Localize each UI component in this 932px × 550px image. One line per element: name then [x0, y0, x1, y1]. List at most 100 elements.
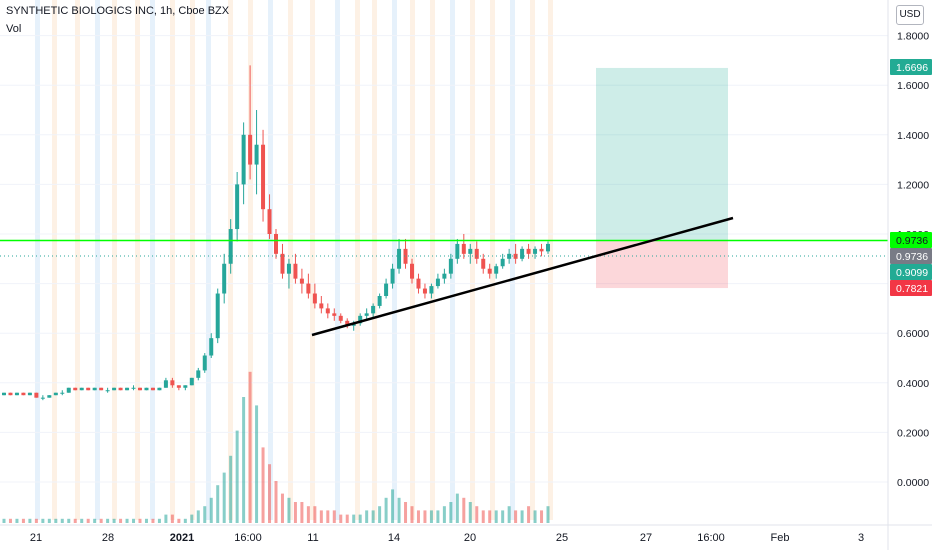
price-marker-label: 0.9099 [896, 267, 928, 279]
candle-body [157, 387, 162, 391]
candle-body [338, 315, 343, 321]
volume-bar [138, 518, 142, 523]
price-marker-tag [890, 248, 932, 264]
candle-body [513, 253, 518, 259]
candle-body [332, 313, 337, 316]
candle-body [86, 387, 91, 391]
volume-label: Vol [6, 23, 22, 35]
volume-bar [151, 518, 155, 523]
volume-bar [47, 518, 51, 523]
candle-body [319, 303, 324, 309]
candle-body [183, 385, 188, 388]
price-tick-label: 0.0000 [897, 477, 929, 489]
volume-bar [306, 506, 310, 523]
candle-body [34, 392, 39, 398]
candle-body [293, 263, 298, 279]
price-marker-tag [890, 59, 932, 75]
candle-body [500, 258, 505, 267]
candle-body [235, 184, 240, 230]
time-tick-label: 27 [640, 532, 652, 544]
candle-body [435, 278, 440, 287]
candle-body [461, 243, 466, 254]
volume-bar [527, 506, 531, 523]
candle-body [507, 253, 512, 259]
volume-bar [481, 510, 485, 523]
time-tick-label: 21 [30, 532, 42, 544]
session-band [206, 0, 211, 520]
volume-bar [177, 518, 181, 523]
volume-bar [533, 510, 537, 523]
candle-body [176, 385, 181, 388]
price-axis[interactable]: 1.80001.60001.40001.20001.00000.80000.60… [890, 31, 932, 489]
volume-bar [332, 510, 336, 523]
candle-body [73, 387, 78, 391]
volume-bar [15, 518, 19, 523]
candle-body [241, 134, 246, 185]
session-band [335, 0, 340, 520]
volume-bar [54, 518, 58, 523]
time-tick-label: 20 [464, 532, 476, 544]
candle-body [47, 395, 52, 398]
candle-body [125, 387, 130, 391]
candle-body [448, 258, 453, 274]
candle-body [468, 248, 473, 254]
volume-bar [520, 510, 524, 523]
session-band [75, 0, 80, 520]
candle-body [150, 387, 155, 391]
volume-bar [540, 510, 544, 523]
candle-body [526, 248, 531, 254]
session-band [392, 0, 397, 520]
session-band [310, 0, 315, 520]
time-tick-label: 11 [307, 532, 318, 544]
candle-body [364, 313, 369, 316]
candle-body [384, 283, 389, 296]
volume-bar [326, 510, 330, 523]
volume-bar [170, 514, 174, 523]
session-band [248, 0, 253, 520]
volume-bar [93, 518, 97, 523]
price-marker-tag [890, 232, 932, 248]
position-tool[interactable] [596, 67, 728, 289]
volume-bar [507, 506, 511, 523]
candle-body [99, 387, 104, 391]
candle-body [533, 248, 538, 254]
volume-bar [242, 397, 246, 523]
volume-bar [8, 518, 12, 523]
volume-bar [313, 506, 317, 523]
volume-bar [86, 518, 90, 523]
time-tick-label: Feb [771, 532, 790, 544]
candle-body [267, 209, 272, 234]
session-band [150, 0, 155, 520]
candle-body [202, 355, 207, 371]
candle-body [8, 392, 13, 396]
drawings[interactable] [0, 216, 888, 337]
price-marker-label: 0.7821 [896, 283, 928, 295]
candle-body [390, 268, 395, 284]
volume-bar [462, 497, 466, 523]
volume-bar [196, 510, 200, 523]
volume-bar [449, 502, 453, 523]
volume-bar [209, 497, 213, 523]
currency-button[interactable]: USD [896, 5, 924, 25]
price-tick-label: 1.6000 [897, 80, 929, 92]
candle-body [118, 387, 123, 391]
session-band [470, 0, 475, 520]
session-band [35, 0, 40, 520]
candle-body [539, 248, 544, 252]
volume-bar [378, 506, 382, 523]
price-marker-label: 0.9736 [896, 251, 928, 263]
candle-body [144, 387, 149, 391]
session-band [112, 0, 117, 520]
volume-bar [203, 506, 207, 523]
volume-bar [501, 510, 505, 523]
candle-body [40, 397, 45, 399]
volume-bar [280, 493, 284, 523]
candle-body [358, 315, 363, 324]
volume-bar [28, 518, 32, 523]
candle-body [377, 296, 382, 306]
time-tick-label: 28 [102, 532, 114, 544]
price-marker-label: 0.9736 [896, 235, 928, 247]
candle-body [520, 248, 525, 259]
